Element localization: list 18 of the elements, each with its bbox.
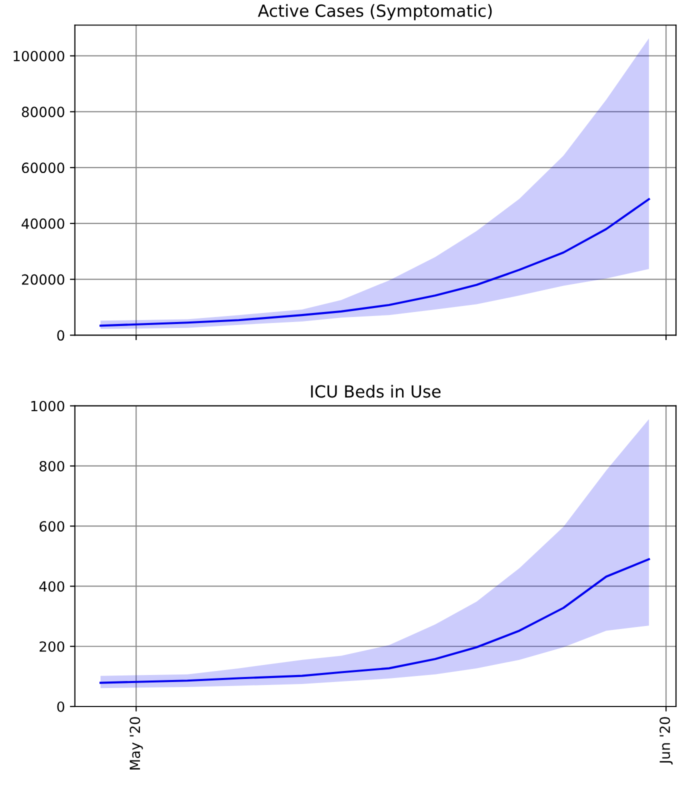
- x-tick-label: May '20: [130, 717, 143, 770]
- y-tick-label: 80000: [22, 106, 64, 118]
- line-series: [99, 558, 650, 684]
- y-tick-label: 40000: [22, 218, 64, 229]
- y-tick-label: 0: [57, 330, 64, 341]
- y-tick-label: 800: [40, 460, 64, 472]
- y-tick-label: 400: [39, 581, 64, 592]
- x-tick-label: Jun '20: [660, 717, 673, 765]
- y-tick-label: 20000: [22, 274, 64, 285]
- y-tick-label: 1000: [31, 400, 64, 412]
- y-tick-label: 100000: [14, 50, 64, 62]
- y-tick-label: 200: [40, 641, 64, 652]
- y-tick-label: 600: [40, 521, 64, 532]
- y-tick-label: 60000: [22, 162, 64, 174]
- chart-title: ICU Beds in Use: [311, 384, 441, 398]
- line-series: [99, 198, 650, 327]
- chart-title: Active Cases (Symptomatic): [258, 4, 492, 20]
- y-tick-label: 0: [57, 701, 64, 712]
